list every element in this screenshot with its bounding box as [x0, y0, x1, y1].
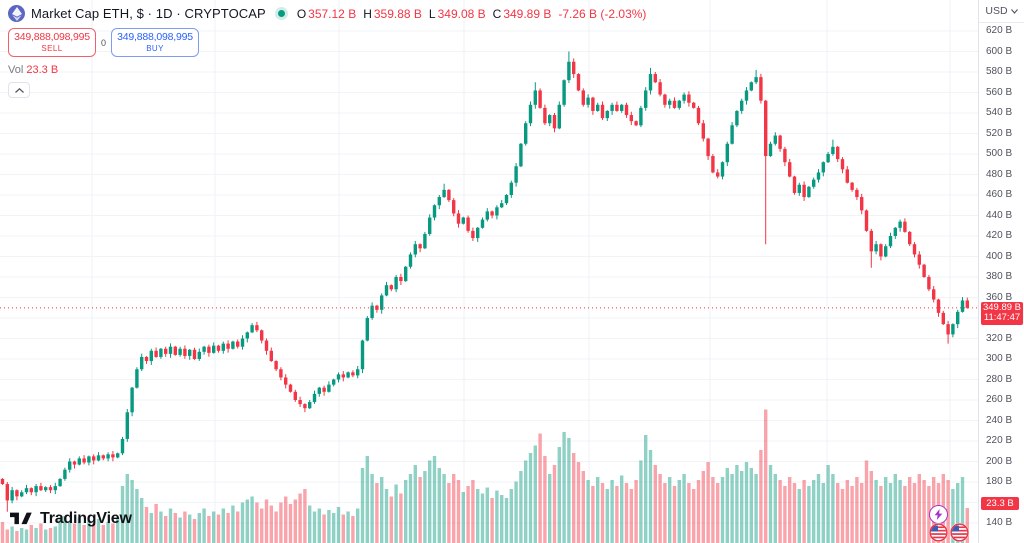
price-tick: 400 B [986, 250, 1013, 262]
chevron-down-icon [1010, 8, 1018, 14]
tradingview-logo-text: TradingView [40, 510, 132, 527]
price-tick: 540 B [986, 107, 1013, 118]
us-economic-event-icon[interactable] [950, 523, 969, 542]
sell-button[interactable]: 349,888,098,995 SELL [8, 28, 96, 57]
price-tick: 380 B [986, 271, 1013, 282]
chart-legend: Market Cap ETH, $ · 1D · CRYPTOCAP O 357.… [8, 5, 646, 98]
sell-price: 349,888,098,995 [14, 31, 90, 43]
low-value: 349.08 B [437, 6, 486, 21]
price-tick: 500 B [986, 148, 1013, 159]
price-tick: 600 B [986, 45, 1013, 57]
price-tick: 460 B [986, 189, 1013, 200]
price-tick: 520 B [986, 127, 1013, 139]
spread-value: 0 [101, 37, 107, 48]
price-tick: 420 B [986, 230, 1013, 241]
price-tick: 260 B [986, 394, 1013, 405]
high-label: H [363, 6, 372, 21]
price-tick: 360 B [986, 291, 1013, 303]
price-chart-canvas[interactable] [0, 0, 979, 543]
symbol-title[interactable]: Market Cap ETH, $ · 1D · CRYPTOCAP [31, 6, 266, 21]
ethereum-icon [8, 5, 25, 22]
price-axis[interactable]: USD 620 B 600 B 580 B 560 B 540 B 520 B 500 B 4… [978, 0, 1024, 543]
collapse-legend-button[interactable] [8, 82, 30, 98]
close-label: C [492, 6, 502, 21]
price-tick: 440 B [986, 209, 1013, 221]
price-tick: 200 B [986, 455, 1013, 467]
open-label: O [296, 6, 307, 21]
price-tick: 560 B [986, 86, 1013, 98]
tradingview-logo[interactable]: TradingView [10, 510, 132, 528]
us-flag-icon [929, 523, 948, 542]
current-volume-label: 23.3 B [981, 497, 1019, 510]
market-status-dot[interactable] [277, 10, 285, 17]
change-value: -7.26 B (-2.03%) [558, 6, 647, 21]
chevron-up-icon [14, 87, 24, 93]
volume-study-label: Vol [8, 64, 24, 76]
price-tick: 180 B [986, 476, 1013, 487]
sell-label: SELL [41, 44, 63, 53]
low-label: L [428, 6, 436, 21]
lightning-bolt-icon [934, 509, 943, 520]
us-flag-icon [950, 523, 969, 542]
price-tick: 300 B [986, 353, 1013, 364]
currency-dropdown[interactable]: USD [979, 0, 1024, 23]
price-tick: 280 B [986, 373, 1013, 385]
buy-button[interactable]: 349,888,098,995 BUY [111, 28, 200, 57]
us-economic-event-icon[interactable] [929, 523, 948, 542]
bar-countdown: 11:47:47 [983, 312, 1021, 324]
close-value: 349.89 B [503, 6, 552, 21]
crypto-event-icon[interactable] [929, 505, 948, 524]
price-tick: 320 B [986, 332, 1013, 344]
price-tick: 580 B [986, 66, 1013, 77]
high-value: 359.88 B [373, 6, 422, 21]
volume-study-row[interactable]: Vol 23.3 B [8, 64, 646, 76]
price-tick: 480 B [986, 168, 1013, 180]
current-price-label: 349.89 B 11:47:47 [981, 301, 1023, 325]
price-tick: 620 B [986, 25, 1013, 36]
buy-label: BUY [146, 44, 164, 53]
price-tick: 220 B [986, 435, 1013, 446]
ohlc-values: O 357.12 B H 359.88 B L 349.08 B C 349.89 B … [297, 7, 647, 21]
tradingview-logo-icon [10, 512, 32, 525]
buy-price: 349,888,098,995 [117, 31, 193, 43]
price-tick: 240 B [986, 414, 1013, 426]
volume-study-value: 23.3 B [26, 64, 59, 76]
price-tick: 140 B [986, 517, 1013, 528]
open-value: 357.12 B [308, 6, 357, 21]
current-price-value: 349.89 B [982, 301, 1022, 313]
currency-label: USD [985, 5, 1008, 17]
